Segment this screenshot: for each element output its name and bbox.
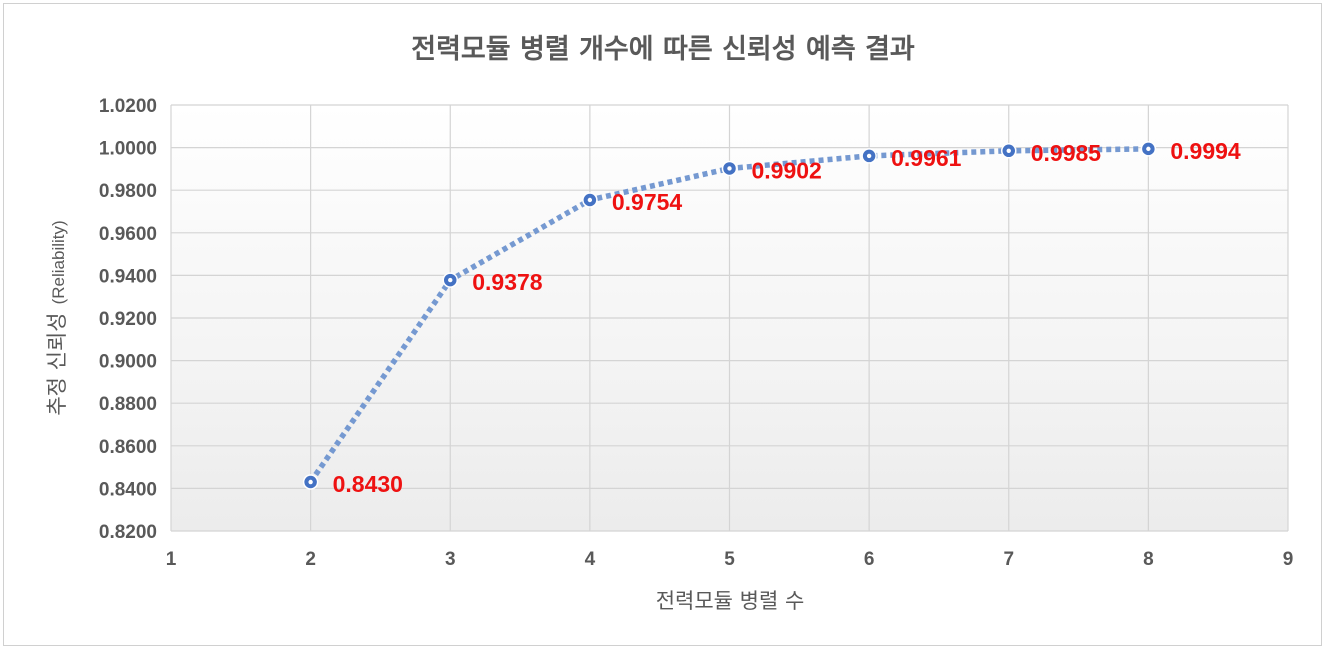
data-label: 0.9961 [891,145,962,171]
y-tick-labels: 0.8200 0.8400 0.8600 0.8800 0.9000 0.9200 0.94… [99,96,157,543]
x-tick-label: 4 [585,549,596,570]
x-tick-label: 9 [1283,549,1294,570]
x-tick-label: 6 [864,549,875,570]
y-tick-label: 1.0200 [99,96,157,117]
data-label: 0.9902 [752,157,822,183]
x-tick-label: 2 [305,549,316,570]
x-tick-label: 1 [166,549,177,570]
y-tick-label: 0.8400 [99,479,157,500]
data-point-center [308,479,313,485]
y-axis-title: 추정 신뢰성 (Reliability) [45,220,69,415]
gridlines [170,104,1289,532]
chart-title: 전력모듈 병렬 개수에 따른 신뢰성 예측 결과 [411,34,915,65]
y-tick-label: 0.9600 [99,224,157,245]
x-axis-title: 전력모듈 병렬 수 [656,589,805,613]
data-label: 0.8430 [333,471,403,497]
x-tick-labels: 1 2 3 4 5 6 7 8 9 [166,549,1294,570]
data-label: 0.9378 [472,269,543,295]
y-tick-label: 0.9000 [99,352,157,373]
y-tick-label: 0.8600 [99,437,157,458]
y-tick-label: 0.8200 [99,522,157,543]
data-point-center [866,153,872,159]
y-tick-label: 0.9800 [99,181,157,202]
data-point-center [587,197,593,203]
data-labels: 0.8430 0.9378 0.9754 0.9902 0.9961 0.9985 0.99… [333,138,1241,497]
data-label: 0.9985 [1031,140,1102,166]
data-point-center [448,277,453,283]
data-label: 0.9754 [612,189,683,215]
x-tick-label: 5 [724,549,735,570]
data-points [302,141,1157,490]
x-tick-label: 7 [1003,549,1014,570]
data-label: 0.9994 [1170,138,1241,164]
svg-text:추정 신뢰성 (Reliability): 추정 신뢰성 (Reliability) [45,220,69,415]
data-point-center [1146,146,1151,152]
y-tick-label: 1.0000 [99,139,157,160]
y-axis-title-ko: 추정 신뢰성 [45,312,69,415]
y-tick-label: 0.9200 [99,309,157,330]
x-tick-label: 8 [1143,549,1154,570]
data-point-center [1006,148,1011,153]
y-tick-label: 0.9400 [99,266,157,287]
x-tick-label: 3 [445,549,456,570]
y-axis-title-en: (Reliability) [49,220,68,304]
y-tick-label: 0.8800 [99,394,157,415]
data-point-center [727,166,732,171]
